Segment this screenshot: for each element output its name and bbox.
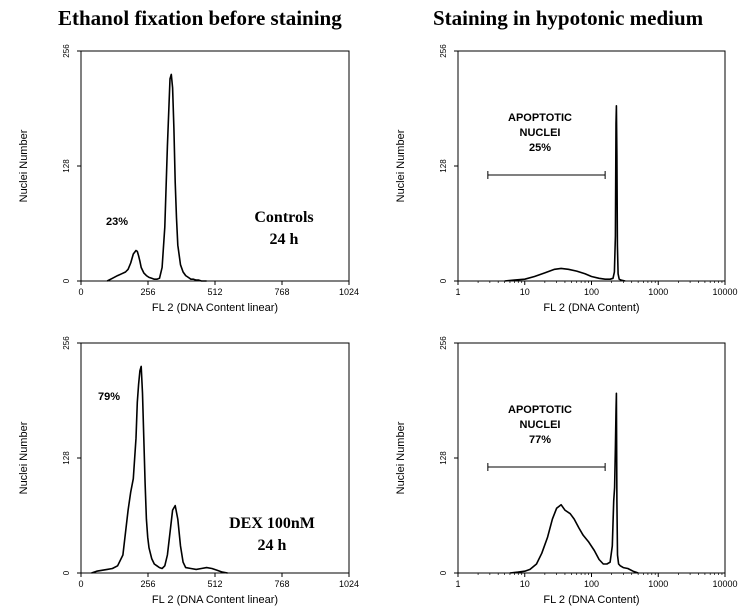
histogram-series xyxy=(504,105,626,282)
x-tick-label: 100 xyxy=(584,287,599,297)
x-tick-label: 1024 xyxy=(339,579,359,589)
x-tick-label: 10000 xyxy=(712,579,737,589)
x-tick-label: 512 xyxy=(207,287,222,297)
column-title-left: Ethanol fixation before staining xyxy=(58,6,342,30)
apoptotic-label: APOPTOTIC xyxy=(508,404,572,416)
histogram-series xyxy=(91,365,228,574)
y-axis-label: Nuclei Number xyxy=(395,129,407,202)
percentage-label: 79% xyxy=(98,391,120,403)
histogram-series xyxy=(106,73,207,282)
x-tick-label: 1 xyxy=(455,287,460,297)
condition-label: DEX 100nM xyxy=(229,515,315,532)
x-tick-label: 10 xyxy=(520,287,530,297)
y-axis-label: Nuclei Number xyxy=(18,129,30,202)
x-axis-label: FL 2 (DNA Content linear) xyxy=(152,302,278,314)
time-label: 24 h xyxy=(258,537,287,554)
panel-bottom-right: 0 128 256 1 10 100 1000 10000 FL 2 (DNA Content)… xyxy=(395,336,738,606)
histogram-series xyxy=(509,392,639,574)
x-tick-label: 768 xyxy=(274,579,289,589)
column-title-right: Staining in hypotonic medium xyxy=(433,6,704,30)
y-tick-label: 0 xyxy=(62,278,71,283)
y-tick-label: 0 xyxy=(439,570,448,575)
y-tick-label: 256 xyxy=(439,44,448,58)
y-tick-label: 128 xyxy=(439,159,448,173)
x-tick-label: 256 xyxy=(140,287,155,297)
apoptotic-label: APOPTOTIC xyxy=(508,112,572,124)
panel-top-left: 0 128 256 0 256 512 768 1024 FL 2 (DNA Content l… xyxy=(18,44,359,314)
percentage-label: 25% xyxy=(529,142,551,154)
x-axis-label: FL 2 (DNA Content) xyxy=(543,594,639,606)
time-label: 24 h xyxy=(270,231,299,248)
plot-frame xyxy=(457,342,726,574)
x-axis-label: FL 2 (DNA Content) xyxy=(543,302,639,314)
x-axis-label: FL 2 (DNA Content linear) xyxy=(152,594,278,606)
y-tick-label: 256 xyxy=(62,44,71,58)
x-tick-label: 0 xyxy=(78,579,83,589)
x-tick-label: 768 xyxy=(274,287,289,297)
panel-top-right: 0 128 256 1 10 100 1000 10000 FL 2 (DNA Content)… xyxy=(395,44,738,314)
y-tick-label: 0 xyxy=(62,570,71,575)
y-tick-label: 128 xyxy=(62,451,71,465)
x-tick-label: 100 xyxy=(584,579,599,589)
nuclei-label: NUCLEI xyxy=(520,419,561,431)
y-axis-label: Nuclei Number xyxy=(395,421,407,494)
y-tick-label: 0 xyxy=(439,278,448,283)
x-tick-label: 1000 xyxy=(648,579,668,589)
percentage-label: 23% xyxy=(106,216,128,228)
condition-label: Controls xyxy=(254,209,313,226)
percentage-label: 77% xyxy=(529,434,551,446)
x-tick-label: 0 xyxy=(78,287,83,297)
x-tick-label: 1000 xyxy=(648,287,668,297)
x-tick-label: 1024 xyxy=(339,287,359,297)
y-tick-label: 256 xyxy=(439,336,448,350)
plot-frame xyxy=(80,50,350,282)
y-tick-label: 256 xyxy=(62,336,71,350)
plot-frame xyxy=(80,342,350,574)
x-tick-label: 512 xyxy=(207,579,222,589)
x-tick-label: 256 xyxy=(140,579,155,589)
x-tick-label: 10 xyxy=(520,579,530,589)
nuclei-label: NUCLEI xyxy=(520,127,561,139)
y-tick-label: 128 xyxy=(62,159,71,173)
x-tick-label: 1 xyxy=(455,579,460,589)
panel-bottom-left: 0 128 256 0 256 512 768 1024 FL 2 (DNA Content l… xyxy=(18,336,359,606)
y-tick-label: 128 xyxy=(439,451,448,465)
x-tick-label: 10000 xyxy=(712,287,737,297)
plot-frame xyxy=(457,50,726,282)
y-axis-label: Nuclei Number xyxy=(18,421,30,494)
